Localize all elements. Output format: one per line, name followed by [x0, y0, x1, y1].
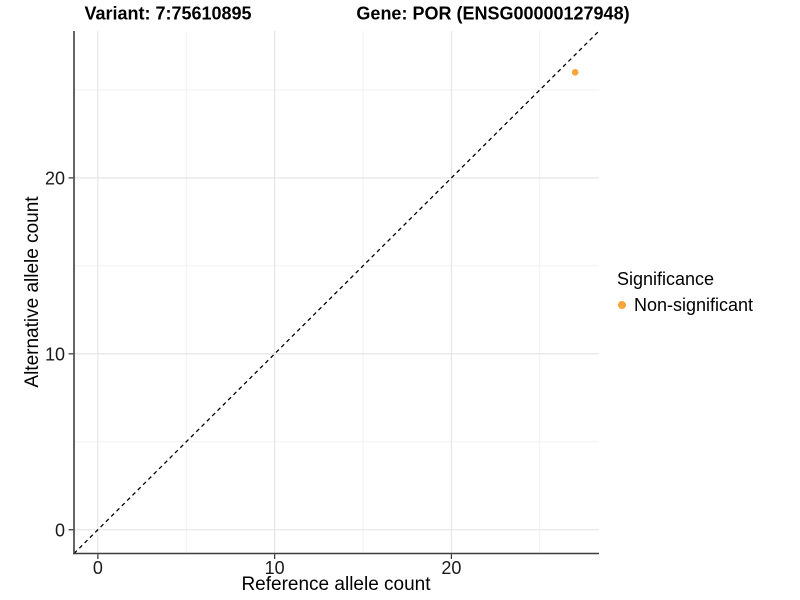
legend-title: Significance [617, 269, 715, 289]
gene-title: Gene: POR (ENSG00000127948) [356, 3, 630, 24]
legend-point-icon [618, 301, 626, 310]
svg-text:20: 20 [441, 558, 461, 578]
svg-text:10: 10 [45, 344, 65, 364]
legend-item-label: Non-significant [634, 294, 754, 315]
variant-title: Variant: 7:75610895 [84, 3, 252, 24]
y-axis-label: Alternative allele count [22, 196, 43, 388]
svg-text:20: 20 [45, 168, 65, 188]
svg-text:0: 0 [93, 558, 103, 578]
svg-text:0: 0 [55, 520, 65, 540]
legend: Significance Non-significant [617, 269, 753, 316]
legend-item: Non-significant [617, 295, 753, 316]
x-axis-label: Reference allele count [241, 574, 431, 595]
svg-text:10: 10 [265, 558, 285, 578]
